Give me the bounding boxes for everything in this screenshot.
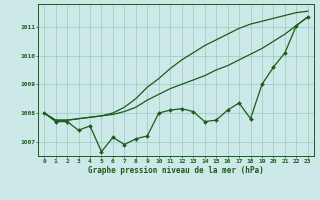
X-axis label: Graphe pression niveau de la mer (hPa): Graphe pression niveau de la mer (hPa): [88, 166, 264, 175]
